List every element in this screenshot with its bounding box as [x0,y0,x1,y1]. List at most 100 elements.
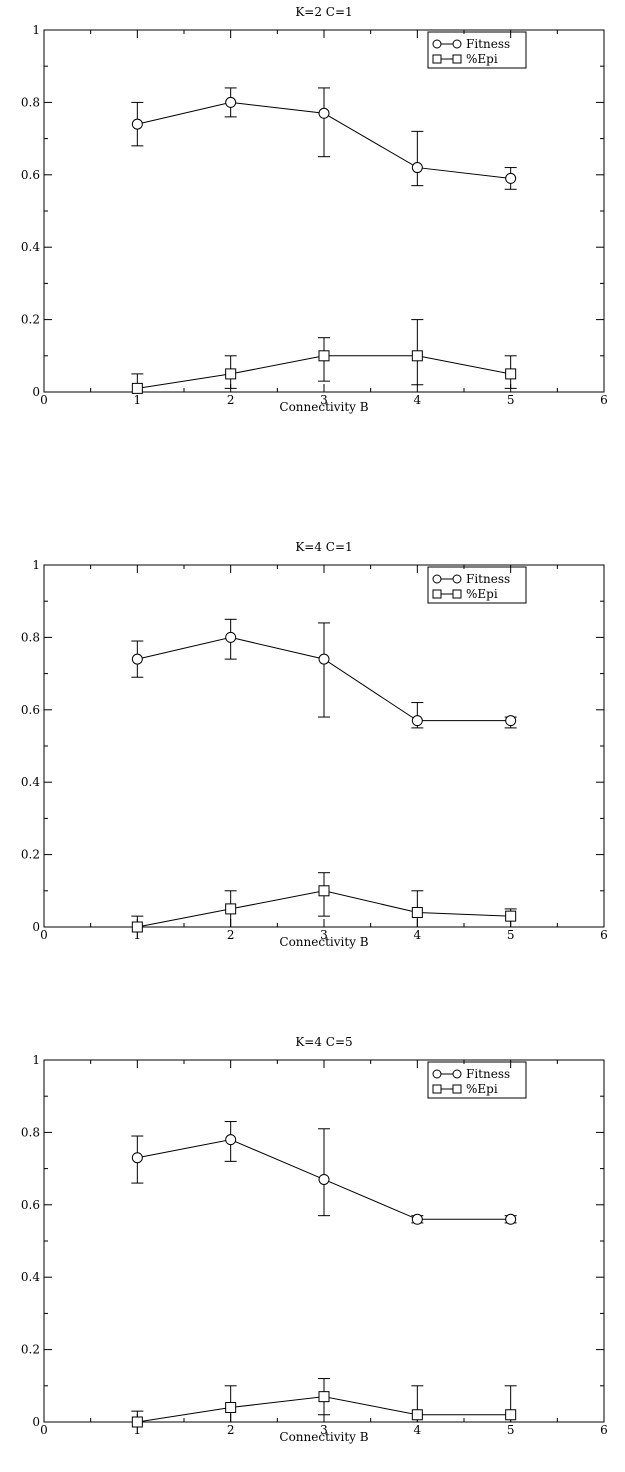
y-tick-label: 0 [32,385,40,399]
data-point [131,1416,143,1428]
chart-svg: K=4 C=5 Connectivity B Fitness %Epi 0 1 2 3… [21,1035,608,1444]
data-point [131,921,143,933]
data-point [318,350,330,362]
legend-label-epi: %Epi [466,52,498,66]
x-tick-label: 3 [320,1423,328,1437]
x-axis-label: Connectivity B [279,935,368,949]
chart-svg: K=2 C=1 Connectivity B Fitness %Epi 0 1 2 3… [21,5,608,414]
data-point [225,1402,237,1414]
data-point [131,1152,143,1164]
data-point [318,1391,330,1403]
y-tick-label: 1 [32,1053,40,1067]
data-point [131,653,143,665]
legend-marker [432,574,442,584]
y-tick-label: 0.6 [21,703,40,717]
legend-label-fitness: Fitness [466,37,510,51]
legend: Fitness %Epi [427,1061,527,1099]
series-epi [131,872,517,933]
y-tick-label: 0.4 [21,1270,40,1284]
data-point [411,1213,423,1225]
series-fitness [131,87,517,190]
data-point [505,1409,517,1421]
data-point [131,118,143,130]
y-tick-label: 1 [32,558,40,572]
x-tick-label: 0 [40,928,48,942]
y-tick-label: 0.2 [21,848,40,862]
chart-svg: K=4 C=1 Connectivity B Fitness %Epi 0 1 2 3… [21,540,608,949]
legend-marker [432,589,442,599]
chart-k4-c1: K=4 C=1 Connectivity B Fitness %Epi 0 1 2 3… [0,535,625,955]
data-point [505,368,517,380]
x-tick-label: 2 [227,1423,235,1437]
data-point [411,350,423,362]
data-point [411,162,423,174]
legend-marker [432,1084,442,1094]
x-tick-label: 1 [134,393,142,407]
data-point [318,1173,330,1185]
chart-title: K=4 C=5 [295,1035,352,1049]
y-tick-label: 0.6 [21,168,40,182]
series-epi [131,319,517,394]
data-point [225,903,237,915]
chart-k4-c5: K=4 C=5 Connectivity B Fitness %Epi 0 1 2 3… [0,1030,625,1450]
series-fitness [131,1121,517,1225]
legend-label-epi: %Epi [466,1082,498,1096]
y-tick-label: 0.4 [21,240,40,254]
legend-marker [432,39,442,49]
chart-k2-c1: K=2 C=1 Connectivity B Fitness %Epi 0 1 2 3… [0,0,625,420]
x-axis: 0 1 2 3 4 5 6 [40,565,608,942]
x-tick-label: 6 [600,393,608,407]
x-axis-label: Connectivity B [279,400,368,414]
legend-box [427,1061,527,1099]
x-tick-label: 3 [320,928,328,942]
x-tick-label: 1 [134,928,142,942]
plot-frame [43,1059,605,1423]
data-point [505,715,517,727]
legend-label-fitness: Fitness [466,572,510,586]
data-point [318,107,330,119]
y-tick-label: 0.4 [21,775,40,789]
x-tick-label: 2 [227,928,235,942]
data-point [318,885,330,897]
legend-box [427,566,527,604]
x-tick-label: 0 [40,1423,48,1437]
legend-label-fitness: Fitness [466,1067,510,1081]
legend-label-epi: %Epi [466,587,498,601]
x-tick-label: 2 [227,393,235,407]
y-tick-label: 1 [32,23,40,37]
x-tick-label: 5 [507,928,515,942]
y-axis: 0 0.2 0.4 0.6 0.8 1 [21,1053,604,1429]
x-tick-label: 4 [414,1423,422,1437]
x-tick-label: 5 [507,393,515,407]
y-tick-label: 0 [32,1415,40,1429]
y-tick-label: 0.8 [21,1125,40,1139]
x-tick-label: 6 [600,928,608,942]
x-tick-label: 4 [414,928,422,942]
data-point [225,368,237,380]
legend-marker [452,1084,462,1094]
y-tick-label: 0.2 [21,313,40,327]
chart-title: K=4 C=1 [295,540,352,554]
data-point [225,631,237,643]
legend-marker [452,574,462,584]
legend: Fitness %Epi [427,566,527,604]
legend-box [427,31,527,69]
legend-marker [452,1069,462,1079]
legend-marker [452,589,462,599]
legend-marker [432,54,442,64]
data-point [225,96,237,108]
y-axis: 0 0.2 0.4 0.6 0.8 1 [21,558,604,934]
legend-marker [452,39,462,49]
y-tick-label: 0.8 [21,95,40,109]
legend: Fitness %Epi [427,31,527,69]
legend-marker [432,1069,442,1079]
y-tick-label: 0.6 [21,1198,40,1212]
x-tick-label: 4 [414,393,422,407]
x-axis-label: Connectivity B [279,1430,368,1444]
legend-marker [452,54,462,64]
chart-title: K=2 C=1 [295,5,352,19]
y-tick-label: 0.2 [21,1343,40,1357]
data-point [411,1409,423,1421]
x-tick-label: 0 [40,393,48,407]
data-point [411,715,423,727]
